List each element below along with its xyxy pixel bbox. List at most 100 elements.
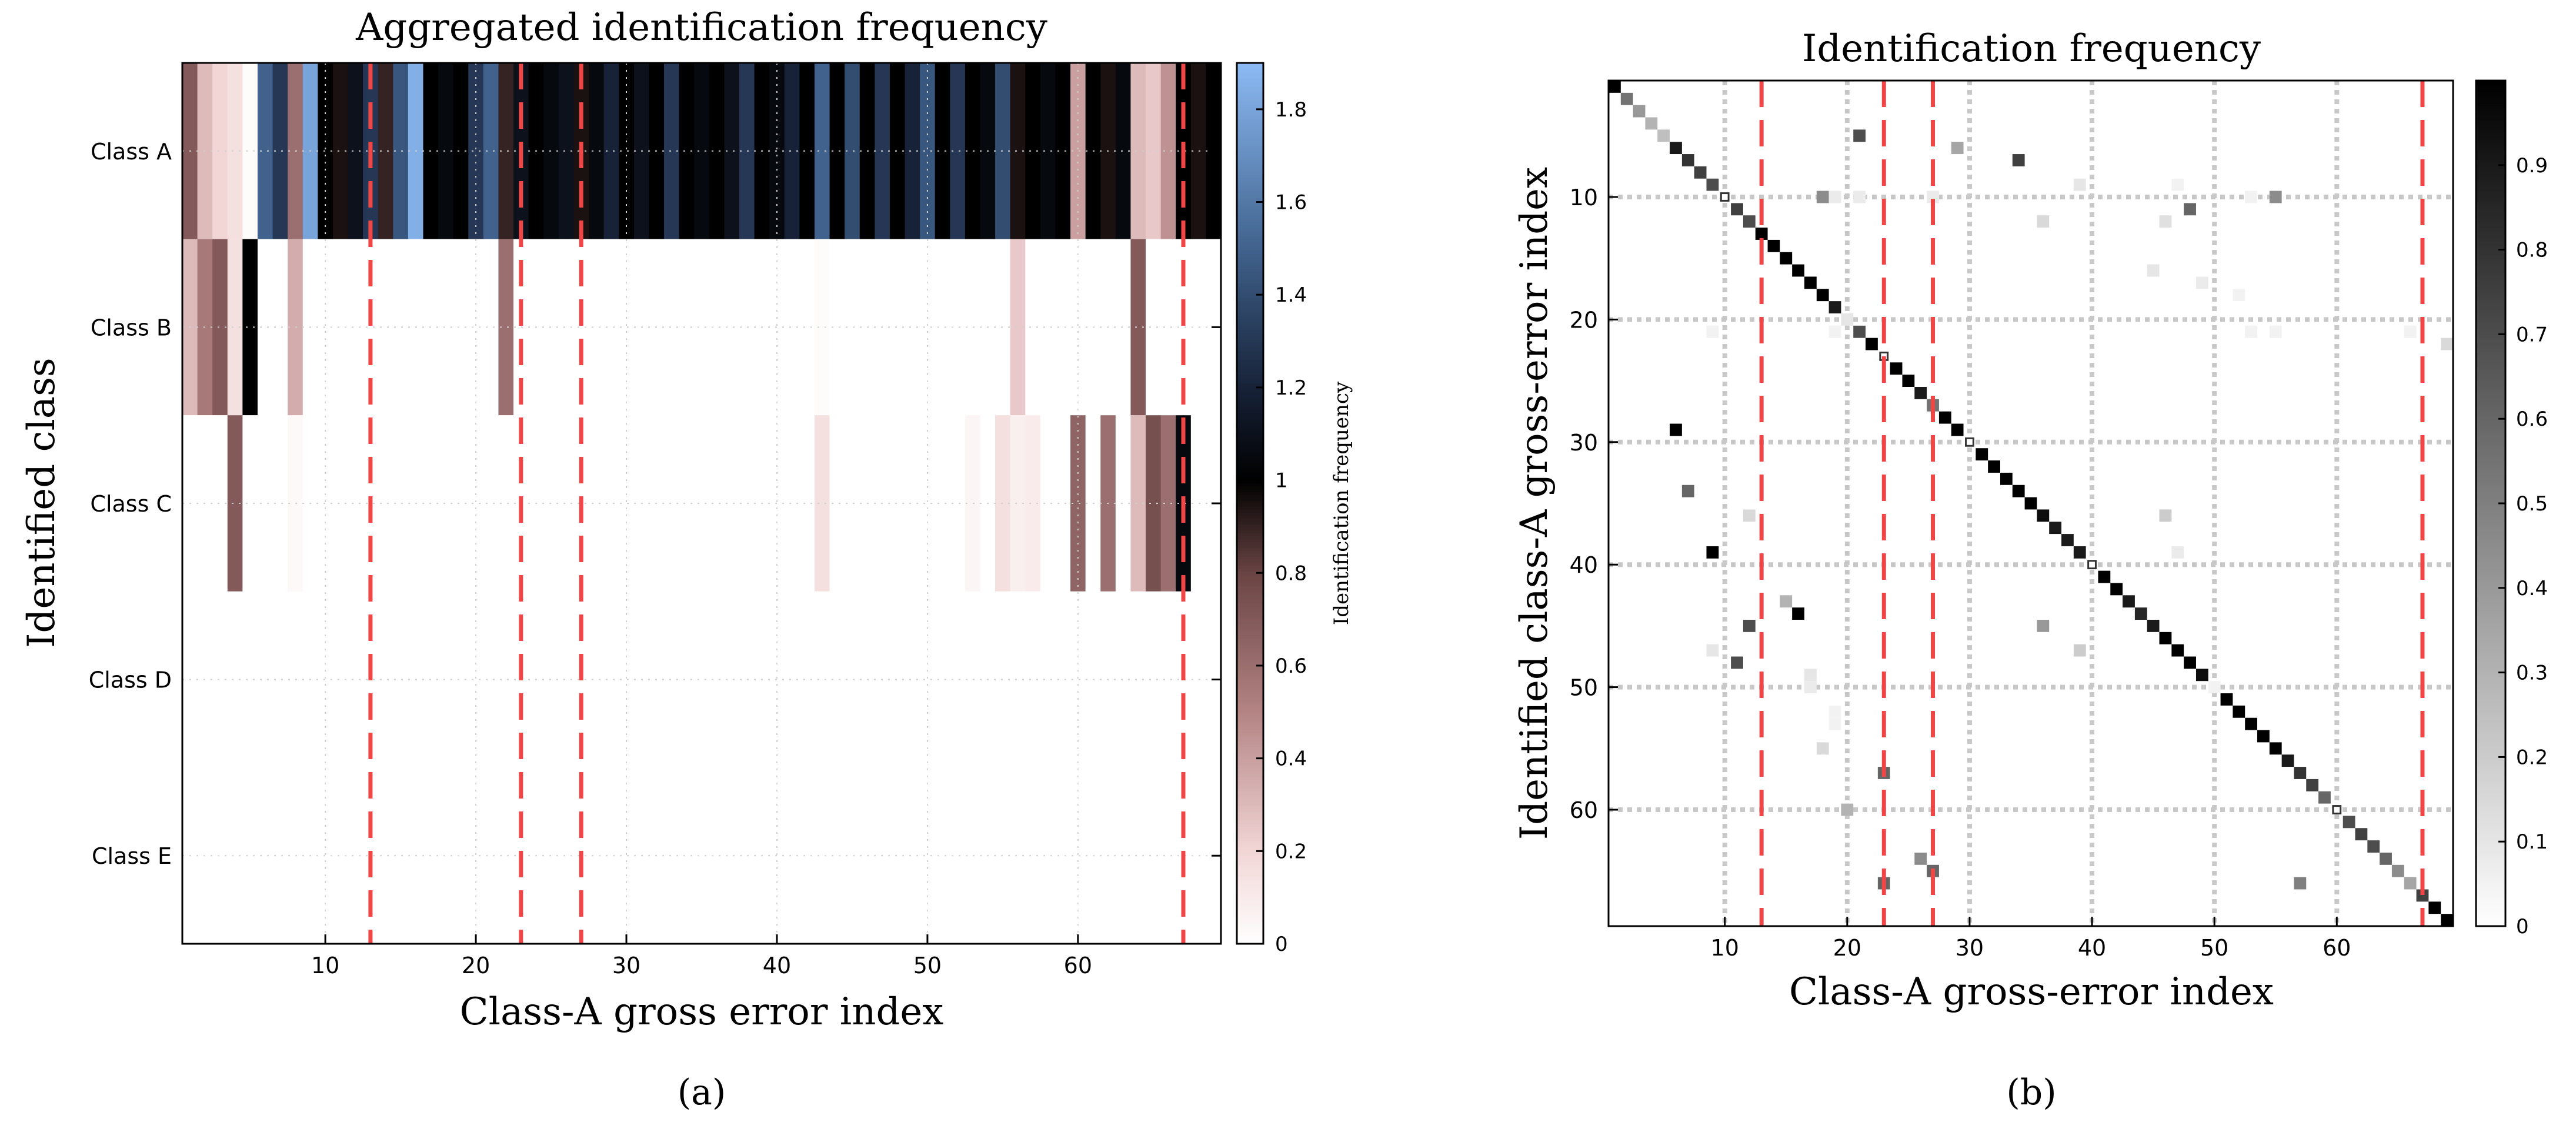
panel-a-cell bbox=[242, 239, 258, 416]
panel-b-colorbar-segment bbox=[2476, 280, 2505, 284]
panel-b-colorbar-segment bbox=[2476, 452, 2505, 456]
panel-a-cell bbox=[227, 415, 243, 592]
panel-b-cell bbox=[2391, 864, 2404, 877]
panel-b-plot-frame bbox=[1607, 79, 2454, 927]
panel-a-colorbar-segment bbox=[1237, 694, 1263, 698]
panel-a-colorbar-tick-label: 1.8 bbox=[1275, 98, 1307, 122]
panel-b-x-tick-label: 20 bbox=[1833, 935, 1861, 961]
panel-b-cell bbox=[1706, 178, 1719, 191]
panel-b-cell bbox=[2037, 509, 2050, 522]
panel-b-colorbar-segment bbox=[2476, 275, 2505, 279]
panel-b-colorbar-segment bbox=[2476, 633, 2505, 637]
panel-a-colorbar-segment bbox=[1237, 820, 1263, 824]
panel-b-colorbar-segment bbox=[2476, 534, 2505, 538]
panel-b-colorbar-segment bbox=[2476, 376, 2505, 380]
panel-a-cell bbox=[935, 591, 950, 768]
panel-a-colorbar-segment bbox=[1237, 659, 1263, 663]
panel-b-cell bbox=[1706, 325, 1719, 338]
panel-b-colorbar-segment bbox=[2476, 188, 2505, 191]
panel-b-colorbar-segment bbox=[2476, 517, 2505, 521]
panel-b-cell bbox=[2073, 546, 2086, 559]
panel-a-colorbar-segment bbox=[1237, 195, 1263, 199]
panel-b-colorbar-segment bbox=[2476, 500, 2505, 504]
panel-a-cells bbox=[182, 63, 1222, 944]
panel-a-colorbar-segment bbox=[1237, 885, 1263, 888]
panel-a-cell bbox=[257, 415, 273, 592]
panel-b-colorbar-segment bbox=[2476, 557, 2505, 560]
panel-a-colorbar-segment bbox=[1237, 706, 1263, 710]
panel-b-colorbar-segment bbox=[2476, 128, 2505, 132]
panel-b-colorbar-segment bbox=[2476, 176, 2505, 180]
panel-b-colorbar-segment bbox=[2476, 202, 2505, 205]
panel-a-colorbar-segment bbox=[1237, 776, 1263, 780]
panel-b-cell bbox=[1731, 656, 1743, 669]
panel-a-colorbar-tick-label: 0 bbox=[1275, 933, 1288, 956]
panel-a-cell bbox=[799, 415, 815, 592]
panel-a-colorbar-segment bbox=[1237, 153, 1263, 158]
panel-a-colorbar-segment bbox=[1237, 600, 1263, 604]
panel-b-cell bbox=[2269, 742, 2282, 755]
panel-b-colorbar-segment bbox=[2476, 272, 2505, 276]
panel-b-colorbar-segment bbox=[2476, 694, 2505, 699]
panel-a-colorbar-segment bbox=[1237, 832, 1263, 836]
panel-a-colorbar-segment bbox=[1237, 806, 1263, 810]
panel-a-colorbar-segment bbox=[1237, 567, 1263, 572]
panel-a-colorbar-segment bbox=[1237, 315, 1263, 319]
panel-b-colorbar-segment bbox=[2476, 447, 2505, 450]
panel-a-colorbar-segment bbox=[1237, 233, 1263, 237]
panel-b-colorbar-segment bbox=[2476, 833, 2505, 837]
panel-b-colorbar-segment bbox=[2476, 813, 2505, 817]
panel-b-x-tick-label: 30 bbox=[1956, 935, 1984, 961]
panel-a-colorbar-segment bbox=[1237, 168, 1263, 172]
panel-b-colorbar-segment bbox=[2476, 326, 2505, 329]
panel-b-y-tick-label: 50 bbox=[1570, 675, 1598, 701]
panel-a-cell bbox=[709, 767, 725, 944]
panel-b-colorbar-segment bbox=[2476, 599, 2505, 603]
panel-b-colorbar-segment bbox=[2476, 726, 2505, 730]
panel-a-colorbar-segment bbox=[1237, 142, 1263, 146]
panel-b-colorbar-segment bbox=[2476, 295, 2505, 298]
panel-a-colorbar-segment bbox=[1237, 380, 1263, 384]
panel-b-cell bbox=[1976, 448, 1988, 461]
panel-b-colorbar-segment bbox=[2476, 337, 2505, 340]
panel-b-colorbar-segment bbox=[2476, 669, 2505, 673]
panel-a-grid bbox=[182, 63, 1221, 944]
panel-a-colorbar-segment bbox=[1237, 597, 1263, 601]
panel-b-colorbar-segment bbox=[2476, 804, 2505, 809]
panel-b-colorbar-segment bbox=[2476, 782, 2505, 786]
panel-a-colorbar-tick-label: 0.8 bbox=[1275, 562, 1307, 585]
panel-b-colorbar-segment bbox=[2476, 373, 2505, 378]
panel-a-colorbar-segment bbox=[1237, 938, 1263, 941]
panel-a-colorbar-segment bbox=[1237, 579, 1263, 583]
panel-a-colorbar-segment bbox=[1237, 782, 1263, 786]
panel-b-colorbar-segment bbox=[2476, 889, 2505, 893]
panel-a-colorbar-segment bbox=[1237, 386, 1263, 390]
panel-b-colorbar-tick-label: 0.8 bbox=[2516, 239, 2548, 262]
panel-b-cell bbox=[1670, 423, 1682, 436]
panel-a-colorbar-segment bbox=[1237, 192, 1263, 196]
panel-b-x-tick-label: 60 bbox=[2323, 935, 2351, 961]
panel-b-y-tick-labels: 10 20 30 40 50 60 bbox=[1570, 185, 1618, 823]
panel-b-colorbar-segment bbox=[2476, 100, 2505, 104]
panel-a-colorbar-segment bbox=[1237, 183, 1263, 187]
panel-a-colorbar-segment bbox=[1237, 559, 1263, 563]
panel-b-cell bbox=[2269, 325, 2282, 338]
panel-b-title: Identification frequency bbox=[1802, 27, 2261, 71]
panel-a-x-tick-label: 10 bbox=[311, 953, 339, 978]
panel-a-colorbar-segment bbox=[1237, 679, 1263, 683]
panel-a-cell bbox=[814, 415, 830, 592]
panel-b-colorbar-segment bbox=[2476, 650, 2505, 653]
panel-b-colorbar-segment bbox=[2476, 120, 2505, 123]
panel-b-cell bbox=[2087, 560, 2097, 570]
panel-a-colorbar-segment bbox=[1237, 756, 1263, 760]
panel-a-colorbar-segment bbox=[1237, 911, 1263, 915]
panel-a-colorbar-segment bbox=[1237, 817, 1263, 821]
panel-a-colorbar-segment bbox=[1237, 265, 1263, 269]
panel-b-colorbar-segment bbox=[2476, 853, 2505, 856]
panel-b-colorbar-segment bbox=[2476, 619, 2505, 623]
panel-a-colorbar-segment bbox=[1237, 327, 1263, 331]
panel-b-colorbar-segment bbox=[2476, 283, 2505, 287]
panel-b-cell bbox=[2294, 877, 2307, 890]
panel-a-colorbar-segment bbox=[1237, 424, 1263, 427]
panel-b-colorbar-segment bbox=[2476, 342, 2505, 346]
